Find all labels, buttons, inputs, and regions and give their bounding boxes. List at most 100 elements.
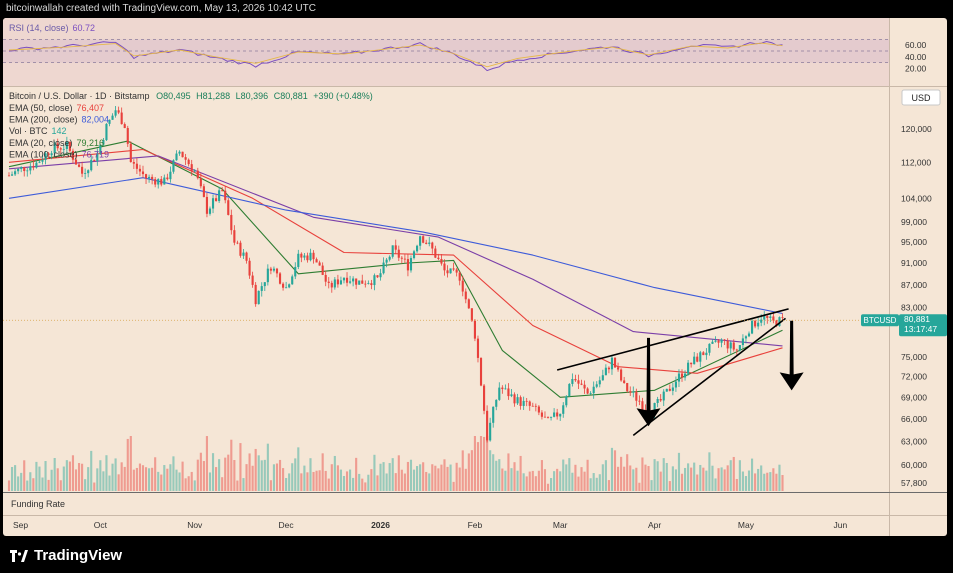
volume-bar	[671, 466, 674, 491]
candle-body	[446, 270, 449, 274]
time-tick-label: Nov	[187, 520, 203, 530]
volume-bar	[738, 460, 741, 491]
volume-bar	[254, 448, 257, 491]
candle-body	[775, 320, 778, 327]
volume-bar	[370, 469, 373, 491]
volume-bar	[696, 474, 699, 491]
candle-body	[708, 343, 711, 353]
volume-bar	[114, 458, 117, 491]
candle-body	[440, 258, 443, 264]
rsi-layer	[3, 39, 889, 72]
candle-body	[370, 283, 373, 286]
candle-body	[221, 190, 224, 192]
candle-body	[342, 277, 346, 281]
candle-body	[10, 174, 14, 176]
candle-body	[620, 369, 623, 381]
volume-bar	[105, 455, 108, 491]
volume-bar	[489, 450, 492, 491]
candle-body	[452, 268, 455, 270]
volume-bar	[540, 460, 543, 491]
candle-body	[391, 245, 394, 257]
volume-bar	[580, 467, 583, 491]
candle-body	[416, 245, 419, 252]
candle-body	[577, 380, 580, 384]
volume-bar	[29, 472, 32, 491]
wedge-trendline	[632, 317, 787, 436]
candle-body	[610, 357, 614, 370]
candle-body	[476, 338, 480, 358]
price-tag-countdown: 13:17:47	[904, 324, 937, 334]
volume-bar	[519, 455, 522, 491]
candle-body	[333, 279, 336, 288]
volume-bar	[324, 470, 327, 491]
candle-body	[470, 308, 473, 321]
candle-body	[93, 159, 96, 161]
currency-box[interactable]	[901, 89, 941, 106]
candle-body	[711, 341, 714, 344]
candle-body	[763, 315, 766, 320]
price-chart[interactable]: 120,000 112,000 104,000 99,000 95,000 91,000 8…	[3, 18, 947, 536]
down-arrow	[636, 337, 661, 427]
volume-bar	[711, 465, 714, 491]
volume-bar	[14, 465, 17, 491]
candle-body	[400, 257, 403, 259]
candle-body	[540, 412, 543, 417]
volume-bar	[385, 473, 388, 491]
candle-body	[257, 290, 260, 305]
candle-layer	[7, 106, 784, 443]
volume-bar	[205, 436, 209, 491]
time-axis[interactable]: Sep Oct Nov Dec 2026 Feb Mar Apr May Jun	[13, 520, 847, 530]
volume-bar	[434, 465, 437, 491]
candle-body	[349, 281, 352, 283]
volume-bar	[723, 469, 726, 491]
volume-bar	[379, 463, 382, 491]
candle-body	[90, 159, 93, 171]
candle-body	[135, 163, 138, 169]
volume-bar	[546, 483, 550, 491]
volume-bar	[562, 459, 565, 491]
price-tick-label: 72,000	[901, 372, 927, 382]
volume-bar	[38, 466, 41, 491]
volume-bar	[467, 453, 470, 491]
volume-bar	[757, 468, 760, 491]
volume-bar	[327, 478, 330, 491]
candle-body	[653, 402, 656, 415]
volume-bar	[644, 464, 647, 491]
volume-bar	[74, 469, 78, 491]
volume-bar	[553, 471, 556, 491]
volume-bar	[117, 474, 120, 491]
candle-body	[71, 150, 75, 160]
candle-body	[358, 280, 361, 285]
volume-bar	[53, 457, 56, 491]
volume-bar	[641, 457, 644, 491]
candle-body	[53, 143, 56, 154]
volume-bar	[263, 459, 266, 491]
volume-bar	[382, 462, 385, 491]
volume-bar	[437, 468, 440, 491]
candle-body	[379, 273, 382, 278]
candle-body	[714, 340, 717, 342]
volume-bar	[71, 455, 75, 491]
price-axis[interactable]: 120,000 112,000 104,000 99,000 95,000 91,000 8…	[901, 40, 932, 488]
volume-bar	[717, 468, 720, 491]
candle-body	[193, 170, 196, 172]
candle-body	[662, 391, 665, 401]
volume-bar	[403, 473, 406, 491]
volume-bar	[406, 461, 409, 491]
candle-body	[425, 242, 428, 244]
time-tick-label: 2026	[371, 520, 390, 530]
volume-bar	[574, 464, 577, 491]
volume-bar	[278, 459, 282, 491]
volume-bar	[163, 465, 166, 491]
candle-body	[50, 153, 53, 156]
chart-panel[interactable]: 120,000 112,000 104,000 99,000 95,000 91,000 8…	[3, 18, 947, 536]
candle-body	[571, 378, 574, 384]
candle-body	[275, 268, 279, 274]
candle-body	[589, 393, 592, 394]
candle-body	[77, 164, 81, 167]
candle-body	[187, 159, 190, 165]
time-tick-label: Apr	[648, 520, 661, 530]
volume-bar	[120, 462, 123, 491]
candle-body	[595, 384, 598, 387]
candle-body	[144, 174, 148, 179]
